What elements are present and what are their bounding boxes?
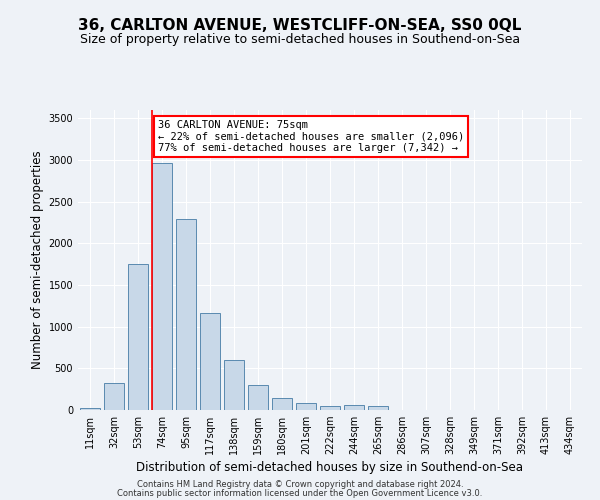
Bar xyxy=(344,406,364,410)
Bar xyxy=(128,264,148,410)
Bar xyxy=(368,406,388,410)
Text: Contains HM Land Registry data © Crown copyright and database right 2024.: Contains HM Land Registry data © Crown c… xyxy=(137,480,463,489)
Bar xyxy=(296,404,316,410)
Text: 36 CARLTON AVENUE: 75sqm
← 22% of semi-detached houses are smaller (2,096)
77% o: 36 CARLTON AVENUE: 75sqm ← 22% of semi-d… xyxy=(158,120,464,153)
Bar xyxy=(224,360,244,410)
Bar xyxy=(320,406,340,410)
Bar xyxy=(104,382,124,410)
Bar xyxy=(272,398,292,410)
Text: Contains public sector information licensed under the Open Government Licence v3: Contains public sector information licen… xyxy=(118,489,482,498)
Bar xyxy=(80,408,100,410)
X-axis label: Distribution of semi-detached houses by size in Southend-on-Sea: Distribution of semi-detached houses by … xyxy=(137,462,523,474)
Bar xyxy=(200,312,220,410)
Bar xyxy=(152,164,172,410)
Text: 36, CARLTON AVENUE, WESTCLIFF-ON-SEA, SS0 0QL: 36, CARLTON AVENUE, WESTCLIFF-ON-SEA, SS… xyxy=(79,18,521,32)
Y-axis label: Number of semi-detached properties: Number of semi-detached properties xyxy=(31,150,44,370)
Text: Size of property relative to semi-detached houses in Southend-on-Sea: Size of property relative to semi-detach… xyxy=(80,32,520,46)
Bar xyxy=(176,219,196,410)
Bar xyxy=(248,385,268,410)
